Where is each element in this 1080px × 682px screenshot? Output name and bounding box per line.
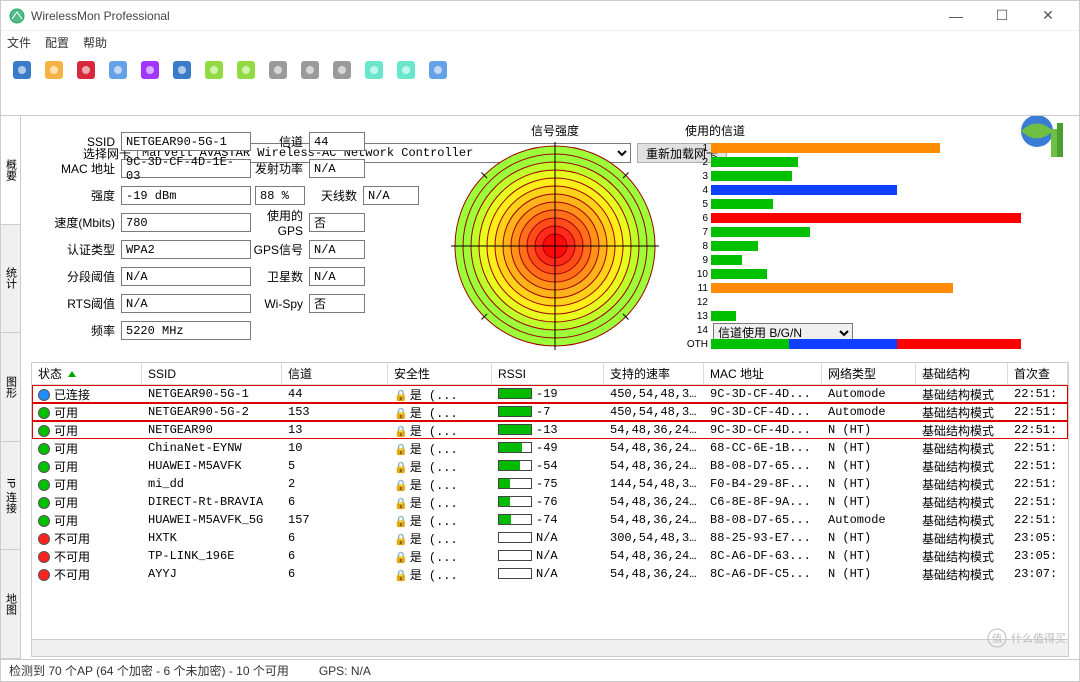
- menu-config[interactable]: 配置: [45, 34, 69, 51]
- save-icon[interactable]: [9, 57, 35, 83]
- channel-bar: [711, 185, 897, 195]
- info-value: 780: [121, 213, 251, 232]
- network-grid: 状态SSID信道安全性RSSI支持的速率MAC 地址网络类型基础结构首次查 已连…: [31, 362, 1069, 657]
- column-header[interactable]: 信道: [282, 363, 388, 384]
- titlebar: WirelessMon Professional — ☐ ✕: [1, 1, 1079, 31]
- side-tab-4[interactable]: 地图: [1, 550, 20, 659]
- menubar: 文件 配置 帮助: [1, 31, 1079, 53]
- status-ap-count: 检测到 70 个AP (64 个加密 - 6 个未加密) - 10 个可用: [9, 662, 289, 679]
- column-header[interactable]: 基础结构: [916, 363, 1008, 384]
- globe-icon[interactable]: [105, 57, 131, 83]
- channel-bar: [711, 171, 792, 181]
- side-tab-3[interactable]: IP 连接: [1, 442, 20, 551]
- window-title: WirelessMon Professional: [31, 9, 933, 23]
- side-tab-1[interactable]: 统计: [1, 225, 20, 334]
- export2-icon[interactable]: [233, 57, 259, 83]
- horizontal-scrollbar[interactable]: [32, 639, 1068, 656]
- clipboard-icon[interactable]: [329, 57, 355, 83]
- signal-title: 信号强度: [435, 122, 675, 139]
- svg-text:值: 值: [992, 632, 1002, 645]
- column-header[interactable]: 网络类型: [822, 363, 916, 384]
- info-value: 9C-3D-CF-4D-1E-03: [121, 159, 251, 178]
- menu-help[interactable]: 帮助: [83, 34, 107, 51]
- side-tab-0[interactable]: 概要: [1, 116, 20, 225]
- info-value: WPA2: [121, 240, 251, 259]
- app-icon: [9, 8, 25, 24]
- tool1-icon[interactable]: [361, 57, 387, 83]
- export-icon[interactable]: [201, 57, 227, 83]
- tool2-icon[interactable]: [393, 57, 419, 83]
- network-row[interactable]: 可用NETGEAR9013🔒是 (...-1354,48,36,24...9C-…: [32, 421, 1068, 439]
- info-panel: SSIDNETGEAR90-5G-1信道44MAC 地址9C-3D-CF-4D-…: [31, 122, 435, 358]
- network-row[interactable]: 可用ChinaNet-EYNW10🔒是 (...-4954,48,36,24..…: [32, 439, 1068, 457]
- channel-bar: [711, 199, 773, 209]
- info-value: NETGEAR90-5G-1: [121, 132, 251, 151]
- channel-bar: [711, 227, 810, 237]
- net1-icon[interactable]: [137, 57, 163, 83]
- network-row[interactable]: 不可用TP-LINK_196E6🔒是 (...N/A54,48,36,24...…: [32, 547, 1068, 565]
- net2-icon[interactable]: [169, 57, 195, 83]
- column-header[interactable]: 安全性: [388, 363, 492, 384]
- maximize-button[interactable]: ☐: [979, 1, 1025, 31]
- status-gps: GPS: N/A: [319, 664, 371, 678]
- watermark: 值 什么值得买: [987, 628, 1066, 648]
- network-row[interactable]: 可用mi_dd2🔒是 (...-75144,54,48,3...F0-B4-29…: [32, 475, 1068, 493]
- side-tab-2[interactable]: 图形: [1, 333, 20, 442]
- network-row[interactable]: 可用NETGEAR90-5G-2153🔒是 (...-7450,54,48,3.…: [32, 403, 1068, 421]
- channel-bar: [711, 157, 798, 167]
- menu-file[interactable]: 文件: [7, 34, 31, 51]
- network-row[interactable]: 可用DIRECT-Rt-BRAVIA6🔒是 (...-7654,48,36,24…: [32, 493, 1068, 511]
- channel-bar: [711, 143, 940, 153]
- info-value: -19 dBm: [121, 186, 251, 205]
- network-row[interactable]: 可用HUAWEI-M5AVFK5🔒是 (...-5454,48,36,24...…: [32, 457, 1068, 475]
- network-row[interactable]: 不可用AYYJ6🔒是 (...N/A54,48,36,24...8C-A6-DF…: [32, 565, 1068, 583]
- side-tabs: 概要统计图形IP 连接地图: [1, 116, 21, 659]
- column-header[interactable]: 支持的速率: [604, 363, 704, 384]
- channel-bar: [711, 269, 767, 279]
- info-value: 5220 MHz: [121, 321, 251, 340]
- help-icon[interactable]: [425, 57, 451, 83]
- column-header[interactable]: SSID: [142, 363, 282, 384]
- column-header[interactable]: MAC 地址: [704, 363, 822, 384]
- info-value: N/A: [121, 294, 251, 313]
- toolbar: [1, 53, 1079, 109]
- channel-bars: 1234567891011121314OTH: [685, 141, 1069, 323]
- channel-bar: [711, 283, 953, 293]
- channel-bar: [711, 255, 742, 265]
- statusbar: 检测到 70 个AP (64 个加密 - 6 个未加密) - 10 个可用 GP…: [1, 659, 1079, 681]
- channel-bar: [711, 311, 736, 321]
- column-header[interactable]: RSSI: [492, 363, 604, 384]
- open-icon[interactable]: [41, 57, 67, 83]
- info-value: N/A: [121, 267, 251, 286]
- network-row[interactable]: 不可用HXTK6🔒是 (...N/A300,54,48,3...88-25-93…: [32, 529, 1068, 547]
- print2-icon[interactable]: [297, 57, 323, 83]
- channels-title: 使用的信道: [685, 122, 1069, 139]
- column-header[interactable]: 首次查: [1008, 363, 1068, 384]
- network-row[interactable]: 已连接NETGEAR90-5G-144🔒是 (...-19450,54,48,3…: [32, 385, 1068, 403]
- signal-radar: [450, 141, 660, 351]
- network-row[interactable]: 可用HUAWEI-M5AVFK_5G157🔒是 (...-7454,48,36,…: [32, 511, 1068, 529]
- close-button[interactable]: ✕: [1025, 1, 1071, 31]
- column-header[interactable]: 状态: [32, 363, 142, 384]
- minimize-button[interactable]: —: [933, 1, 979, 31]
- channel-bar: [711, 213, 1021, 223]
- channel-bar: [711, 241, 758, 251]
- target-icon[interactable]: [73, 57, 99, 83]
- print-icon[interactable]: [265, 57, 291, 83]
